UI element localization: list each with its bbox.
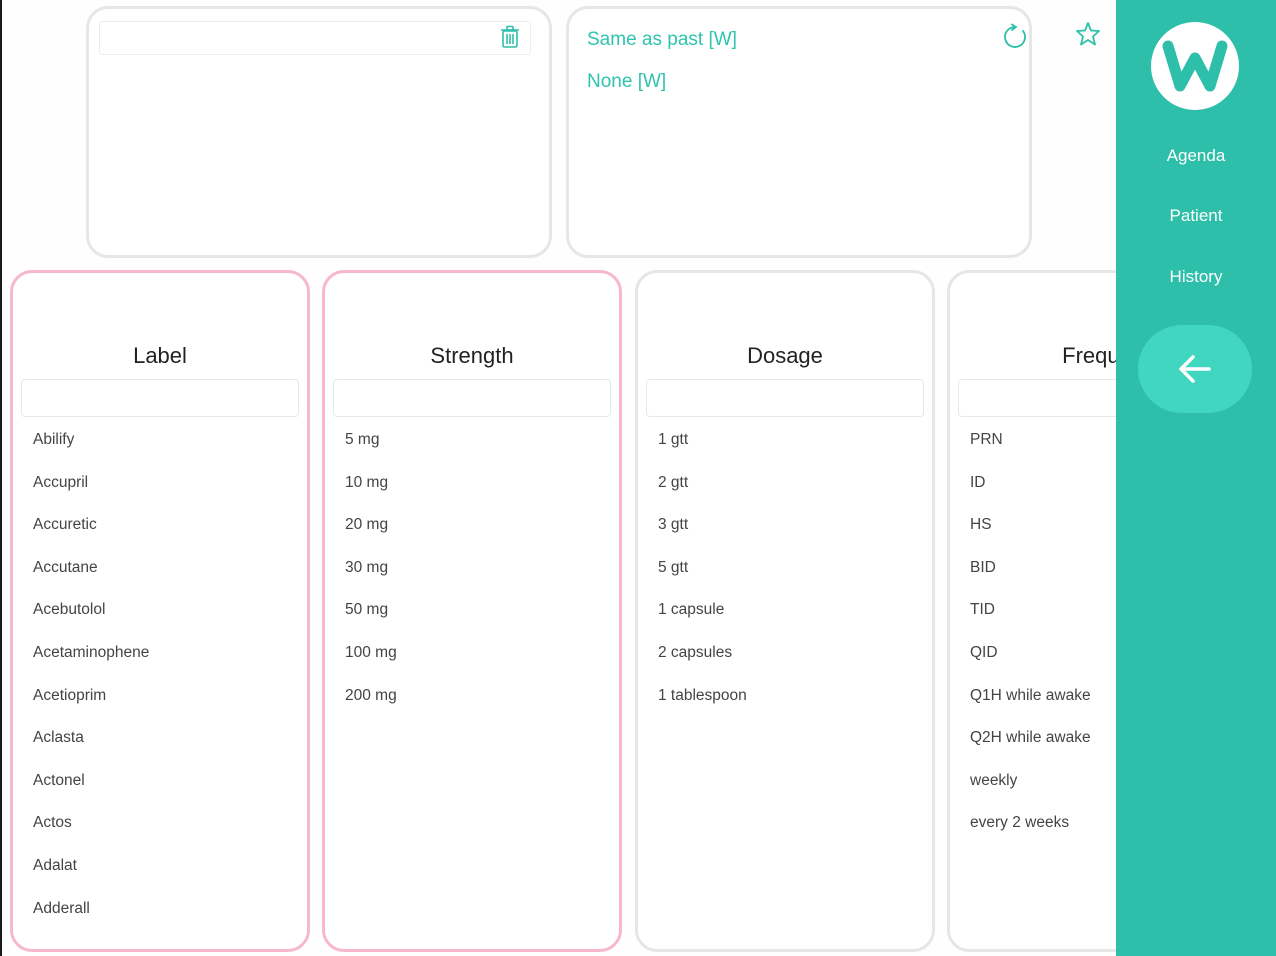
- sidebar: Agenda Patient History: [1116, 0, 1276, 956]
- arrow-left-icon: [1179, 355, 1211, 383]
- list-item[interactable]: PRN: [970, 431, 1003, 448]
- dosage-list: 1 gtt 2 gtt 3 gtt 5 gtt 1 capsule 2 caps…: [658, 425, 747, 723]
- strength-list: 5 mg 10 mg 20 mg 30 mg 50 mg 100 mg 200 …: [345, 425, 397, 723]
- back-button[interactable]: [1138, 325, 1252, 413]
- label-column-title: Label: [133, 343, 187, 368]
- note-input[interactable]: [99, 21, 531, 55]
- list-item[interactable]: Acetaminophene: [33, 643, 150, 661]
- suggestion-none[interactable]: None [W]: [587, 71, 667, 92]
- list-item[interactable]: Q2H while awake: [970, 729, 1091, 747]
- dosage-column-title: Dosage: [747, 343, 823, 368]
- suggestions-card: Same as past [W] None [W]: [566, 6, 1032, 258]
- list-item[interactable]: Accuretic: [33, 516, 97, 534]
- list-item[interactable]: 2 capsules: [658, 643, 733, 661]
- strength-column-title: Strength: [430, 343, 514, 368]
- note-card: [86, 6, 552, 258]
- window-edge: [0, 0, 2, 956]
- list-item[interactable]: 1 gtt: [658, 431, 689, 448]
- list-item[interactable]: 1 tablespoon: [658, 686, 747, 704]
- list-item[interactable]: Adalat: [33, 856, 77, 874]
- dosage-column: Dosage 1 gtt 2 gtt 3 gtt 5 gtt 1 capsule…: [635, 270, 935, 952]
- list-item[interactable]: 20 mg: [345, 516, 389, 534]
- strength-column: Strength 5 mg 10 mg 20 mg 30 mg 50 mg 10…: [322, 270, 622, 952]
- app-logo[interactable]: [1151, 22, 1239, 110]
- list-item[interactable]: Accutane: [33, 558, 98, 576]
- list-item[interactable]: QID: [970, 643, 998, 661]
- list-item[interactable]: TID: [970, 601, 995, 619]
- star-icon[interactable]: [1074, 20, 1102, 48]
- nav-agenda[interactable]: Agenda: [1166, 146, 1226, 165]
- list-item[interactable]: 5 gtt: [658, 558, 689, 576]
- suggestion-same-as-past[interactable]: Same as past [W]: [587, 29, 737, 50]
- list-item[interactable]: Q1H while awake: [970, 686, 1091, 704]
- list-item[interactable]: 30 mg: [345, 558, 389, 576]
- list-item[interactable]: Acetioprim: [33, 686, 107, 704]
- list-item[interactable]: 3 gtt: [658, 516, 689, 534]
- list-item[interactable]: HS: [970, 516, 992, 534]
- nav-history[interactable]: History: [1169, 267, 1223, 286]
- trash-icon[interactable]: [499, 25, 521, 49]
- list-item[interactable]: Accupril: [33, 473, 89, 491]
- list-item[interactable]: 200 mg: [345, 686, 397, 704]
- list-item[interactable]: 50 mg: [345, 601, 389, 619]
- list-item[interactable]: Adderall: [33, 899, 90, 917]
- list-item[interactable]: Acebutolol: [33, 601, 106, 619]
- list-item[interactable]: Actonel: [33, 771, 85, 789]
- strength-search-input[interactable]: [333, 379, 611, 417]
- list-item[interactable]: 2 gtt: [658, 473, 689, 491]
- refresh-icon[interactable]: [1001, 23, 1029, 51]
- list-item[interactable]: 10 mg: [345, 473, 389, 491]
- logo-w-icon: [1162, 40, 1228, 92]
- list-item[interactable]: 1 capsule: [658, 601, 725, 619]
- nav-patient[interactable]: Patient: [1169, 206, 1223, 225]
- list-item[interactable]: 5 mg: [345, 431, 380, 448]
- list-item[interactable]: Actos: [33, 814, 72, 832]
- list-item[interactable]: Aclasta: [33, 729, 84, 747]
- list-item[interactable]: weekly: [970, 771, 1018, 789]
- list-item[interactable]: Abilify: [33, 431, 75, 448]
- list-item[interactable]: ID: [970, 473, 986, 491]
- list-item[interactable]: BID: [970, 558, 996, 576]
- label-list: Abilify Accupril Accuretic Accutane Aceb…: [33, 425, 149, 936]
- label-column: Label Abilify Accupril Accuretic Accutan…: [10, 270, 310, 952]
- dosage-search-input[interactable]: [646, 379, 924, 417]
- frequency-list: PRN ID HS BID TID QID Q1H while awake Q2…: [970, 425, 1091, 851]
- list-item[interactable]: 100 mg: [345, 643, 397, 661]
- label-search-input[interactable]: [21, 379, 299, 417]
- list-item[interactable]: every 2 weeks: [970, 814, 1070, 832]
